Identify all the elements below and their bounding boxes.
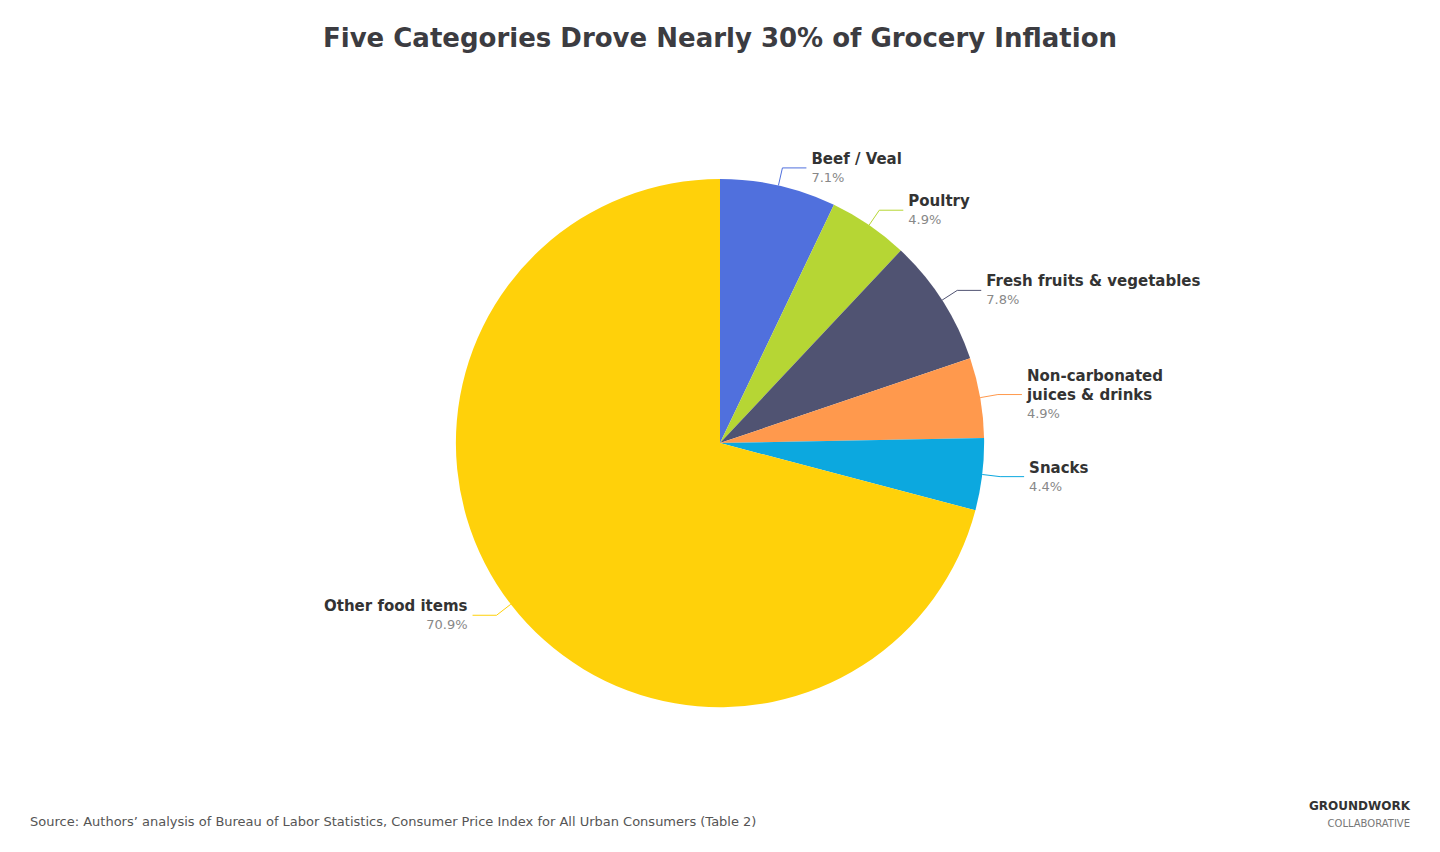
svg-text:Poultry: Poultry	[908, 192, 970, 210]
svg-text:7.8%: 7.8%	[986, 292, 1019, 307]
svg-text:Five Categories Drove Nearly 3: Five Categories Drove Nearly 30% of Groc…	[323, 23, 1117, 53]
svg-text:Other food items: Other food items	[324, 597, 468, 615]
svg-text:Source: Authors’ analysis of B: Source: Authors’ analysis of Bureau of L…	[30, 814, 756, 829]
svg-text:GROUNDWORK: GROUNDWORK	[1309, 799, 1411, 813]
svg-text:Fresh fruits & vegetables: Fresh fruits & vegetables	[986, 272, 1200, 290]
svg-text:4.4%: 4.4%	[1029, 479, 1062, 494]
svg-text:4.9%: 4.9%	[1027, 406, 1060, 421]
svg-text:juices & drinks: juices & drinks	[1026, 386, 1152, 404]
svg-text:Beef / Veal: Beef / Veal	[811, 150, 901, 168]
svg-text:4.9%: 4.9%	[908, 212, 941, 227]
svg-text:7.1%: 7.1%	[811, 170, 844, 185]
svg-text:70.9%: 70.9%	[426, 617, 467, 632]
svg-text:Snacks: Snacks	[1029, 459, 1088, 477]
svg-text:Non-carbonated: Non-carbonated	[1027, 367, 1163, 385]
svg-text:COLLABORATIVE: COLLABORATIVE	[1328, 818, 1410, 829]
